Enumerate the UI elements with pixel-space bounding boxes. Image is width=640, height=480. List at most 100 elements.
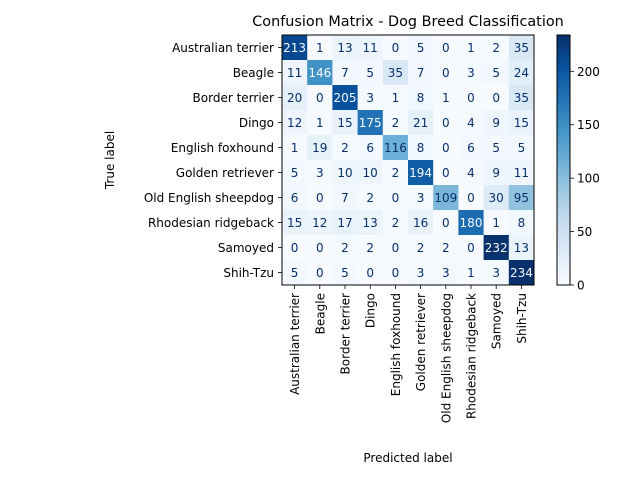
cell-value-label: 5 [341, 266, 349, 280]
matrix-cell [508, 135, 535, 161]
cell-value-label: 35 [514, 41, 529, 55]
cell-value-label: 5 [492, 141, 500, 155]
matrix-cell [332, 35, 358, 61]
matrix-cell [382, 185, 409, 211]
x-tick-label: Old English sheepdog [439, 293, 453, 423]
cell-value-label: 175 [359, 116, 382, 130]
cell-value-label: 1 [316, 41, 324, 55]
matrix-cell [433, 210, 459, 236]
matrix-cell [433, 110, 459, 136]
matrix-cell [483, 185, 510, 211]
matrix-cell [508, 35, 535, 61]
cell-value-label: 146 [308, 66, 331, 80]
cell-value-label: 0 [467, 241, 475, 255]
cell-value-label: 19 [312, 141, 327, 155]
matrix-cell [307, 110, 333, 136]
matrix-cell [332, 210, 358, 236]
cell-value-label: 13 [363, 216, 378, 230]
cell-value-label: 0 [392, 266, 400, 280]
x-tick-label: Rhodesian ridgeback [465, 293, 479, 419]
cell-value-label: 0 [316, 191, 324, 205]
matrix-cell [408, 135, 434, 161]
matrix-cell [357, 160, 384, 186]
cell-value-label: 0 [442, 141, 450, 155]
matrix-cell [458, 35, 484, 61]
matrix-cell [458, 135, 484, 161]
colorbar-tick-label: 0 [577, 279, 585, 293]
matrix-cell [382, 210, 409, 236]
matrix-cell [483, 35, 510, 61]
cell-value-label: 4 [467, 166, 475, 180]
matrix-cell [357, 135, 384, 161]
y-tick-label: Samoyed [218, 241, 274, 255]
matrix-cell [408, 260, 434, 286]
matrix-cell [508, 85, 535, 111]
cell-value-label: 194 [409, 166, 432, 180]
matrix-cell [307, 260, 333, 286]
cell-value-label: 6 [467, 141, 475, 155]
matrix-cell [357, 185, 384, 211]
cell-value-label: 0 [316, 91, 324, 105]
matrix-cell [508, 160, 535, 186]
cell-value-label: 3 [417, 266, 425, 280]
cell-value-label: 3 [316, 166, 324, 180]
matrix-cell [408, 60, 434, 86]
matrix-cell [357, 85, 384, 111]
cell-value-label: 1 [492, 216, 500, 230]
cell-value-label: 0 [392, 191, 400, 205]
cell-value-label: 12 [287, 116, 302, 130]
matrix-cell [433, 260, 459, 286]
cell-value-label: 1 [467, 41, 475, 55]
matrix-cell [382, 160, 409, 186]
matrix-cell [357, 35, 384, 61]
matrix-cell [357, 60, 384, 86]
cell-value-label: 0 [492, 91, 500, 105]
cell-value-label: 116 [384, 141, 407, 155]
cell-value-label: 17 [337, 216, 352, 230]
matrix-cell [307, 235, 333, 261]
colorbar-tick-label: 100 [577, 172, 600, 186]
cell-value-label: 5 [291, 266, 299, 280]
matrix-cell [458, 85, 484, 111]
cell-value-label: 3 [366, 91, 374, 105]
matrix-cell [433, 235, 459, 261]
matrix-cell [382, 35, 409, 61]
matrix-cell [382, 85, 409, 111]
cell-value-label: 5 [492, 66, 500, 80]
matrix-cell [382, 60, 409, 86]
cell-value-label: 35 [514, 91, 529, 105]
cell-value-label: 3 [417, 191, 425, 205]
matrix-cell [508, 260, 535, 286]
cell-value-label: 6 [366, 141, 374, 155]
y-axis-label: True label [103, 131, 117, 190]
matrix-cell [483, 235, 510, 261]
matrix-cell [433, 85, 459, 111]
matrix-cell [408, 85, 434, 111]
matrix-cell [483, 110, 510, 136]
y-tick-label: English foxhound [171, 141, 274, 155]
cell-value-label: 3 [442, 266, 450, 280]
cell-value-label: 2 [392, 166, 400, 180]
y-tick-label: Australian terrier [172, 41, 274, 55]
matrix-cell [357, 110, 384, 136]
cell-value-label: 2 [341, 241, 349, 255]
matrix-cell [282, 160, 308, 186]
matrix-cell [483, 60, 510, 86]
matrix-cell [357, 210, 384, 236]
matrix-cell [307, 160, 333, 186]
x-tick-label: Dingo [364, 293, 378, 328]
cell-value-label: 1 [316, 116, 324, 130]
colorbar-ticks: 0 50 100 150 200 [570, 65, 600, 293]
x-tick-label: Beagle [313, 293, 327, 334]
cell-value-label: 0 [392, 41, 400, 55]
matrix-cell [508, 235, 535, 261]
cell-value-label: 10 [363, 166, 378, 180]
cell-value-label: 2 [341, 141, 349, 155]
cell-value-label: 16 [413, 216, 428, 230]
matrix-cell [458, 60, 484, 86]
colorbar-tick-label: 50 [577, 225, 592, 239]
cell-value-label: 13 [514, 241, 529, 255]
matrix-cell [382, 235, 409, 261]
cell-value-label: 5 [291, 166, 299, 180]
